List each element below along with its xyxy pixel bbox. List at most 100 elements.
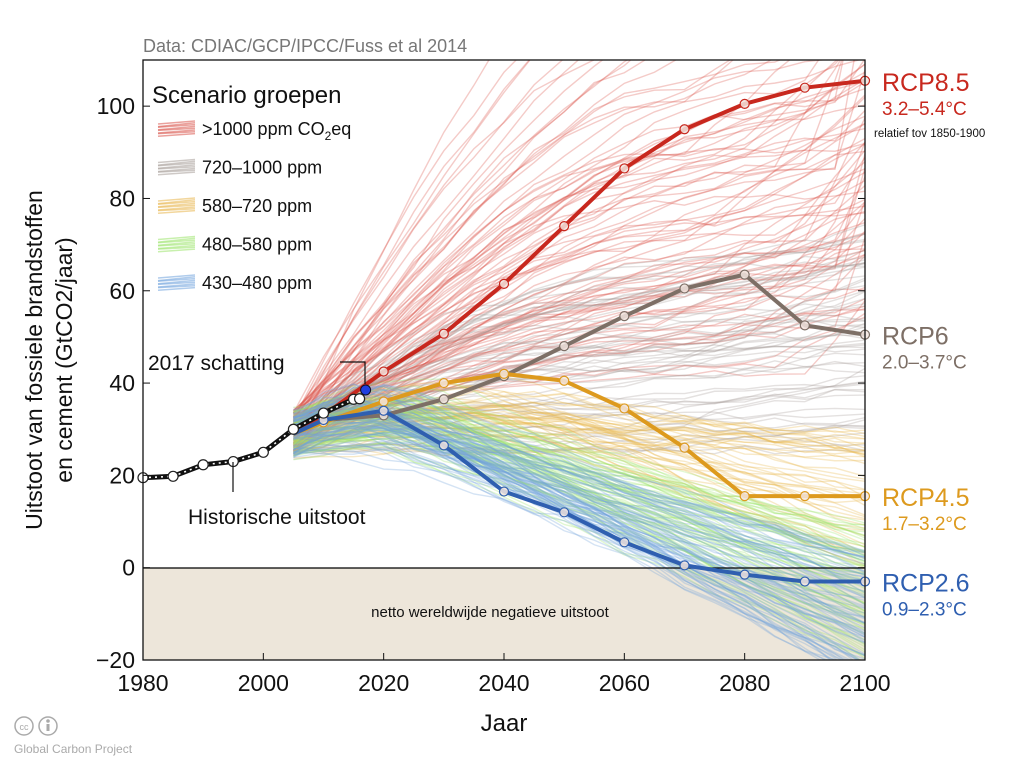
legend-swatch-line	[157, 281, 196, 286]
scenario-line	[293, 123, 865, 434]
scenario-line	[293, 167, 865, 440]
x-tick-label: 2020	[358, 670, 409, 696]
x-tick-label: 2040	[478, 670, 529, 696]
legend-swatch-line	[157, 162, 196, 167]
scenario-line	[293, 230, 865, 419]
scenario-line	[293, 388, 865, 460]
legend-swatch-line	[157, 132, 196, 137]
rcp-name: RCP8.5	[882, 69, 970, 97]
scenario-line	[292, 171, 865, 452]
scenario-line	[293, 433, 865, 457]
scenario-line	[293, 412, 865, 447]
series-point	[619, 163, 630, 174]
series-point	[559, 507, 570, 518]
legend-swatch-line	[157, 286, 196, 291]
legend-swatch-line	[157, 125, 196, 131]
series-point	[438, 394, 449, 405]
legend-swatch-line	[157, 167, 196, 173]
historical-point	[317, 407, 330, 419]
negative-region-label: netto wereldwijde negatieve uitstoot	[371, 604, 609, 621]
scenario-line	[293, 414, 865, 569]
scenario-line	[292, 261, 865, 457]
scenario-line	[292, 150, 865, 431]
scenario-line	[293, 407, 865, 615]
scenario-line	[293, 386, 865, 657]
scenario-line	[293, 452, 865, 602]
scenario-line	[293, 421, 865, 502]
scenario-line	[293, 398, 861, 660]
scenario-line	[293, 344, 865, 444]
rcp-temperature-range: 2.0–3.7°C	[882, 353, 967, 374]
scenario-line	[293, 392, 865, 587]
scenario-line	[293, 425, 865, 655]
estimate-leader	[340, 361, 366, 384]
scenario-line	[293, 423, 865, 562]
scenario-line	[293, 398, 865, 643]
scenario-line	[293, 421, 865, 624]
scenario-line	[293, 416, 865, 541]
scenario-line	[293, 413, 865, 548]
scenario-line	[292, 60, 820, 455]
scenario-line	[293, 450, 865, 575]
scenario-line	[292, 142, 865, 452]
historical-point	[197, 459, 209, 471]
historical-point	[287, 423, 300, 435]
attribution-icon	[38, 716, 58, 736]
scenario-line	[293, 156, 865, 451]
scenario-line	[293, 352, 865, 457]
scenario-line	[293, 408, 865, 545]
scenario-line	[292, 60, 678, 418]
scenario-line	[293, 431, 865, 581]
scenario-line	[293, 261, 865, 424]
legend-swatch-line	[157, 248, 196, 253]
scenario-line	[293, 416, 862, 660]
scenario-line	[292, 397, 865, 635]
scenario-line	[293, 388, 839, 660]
legend-label-subscript: 2	[325, 129, 332, 143]
series-point	[799, 320, 810, 331]
legend-label: 480–580 ppm	[202, 235, 312, 255]
scenario-line	[293, 439, 865, 557]
scenario-line	[293, 249, 865, 444]
legend-swatch-line	[157, 206, 196, 211]
scenario-line	[293, 141, 865, 426]
scenario-line	[293, 253, 865, 423]
scenario-line	[293, 424, 865, 573]
scenario-line	[293, 277, 865, 430]
historical-label: Historische uitstoot	[188, 506, 366, 529]
scenario-line	[292, 63, 865, 412]
scenario-line	[292, 60, 490, 445]
legend-swatch-line	[157, 197, 196, 202]
scenario-line	[293, 286, 865, 444]
scenario-line	[293, 397, 865, 641]
scenario-line	[293, 233, 865, 433]
legend-swatch-line	[157, 241, 196, 247]
scenario-line	[293, 399, 865, 644]
scenario-line	[293, 305, 865, 452]
scenario-line	[293, 110, 865, 418]
scenario-line	[293, 406, 865, 553]
legend-swatch-line	[157, 158, 196, 164]
legend-title: Scenario groepen	[152, 82, 341, 109]
scenario-line	[293, 384, 865, 456]
series-point	[498, 486, 510, 497]
scenario-line	[293, 426, 865, 558]
y-tick-label: 100	[97, 93, 135, 119]
scenario-line	[293, 415, 865, 629]
scenario-line	[293, 291, 865, 437]
scenario-line	[293, 426, 865, 656]
scenario-line	[293, 423, 865, 490]
scenario-line	[293, 411, 865, 624]
scenario-line	[293, 386, 865, 537]
scenario-line	[292, 212, 865, 412]
scenario-line	[293, 433, 865, 526]
scenario-line	[293, 401, 865, 507]
legend-swatch-line	[157, 202, 196, 208]
scenario-line	[293, 404, 865, 454]
series-point	[799, 576, 810, 587]
legend-swatch-line	[157, 129, 196, 134]
scenario-line	[292, 60, 564, 423]
series-point	[739, 491, 750, 502]
series-point	[498, 368, 510, 379]
